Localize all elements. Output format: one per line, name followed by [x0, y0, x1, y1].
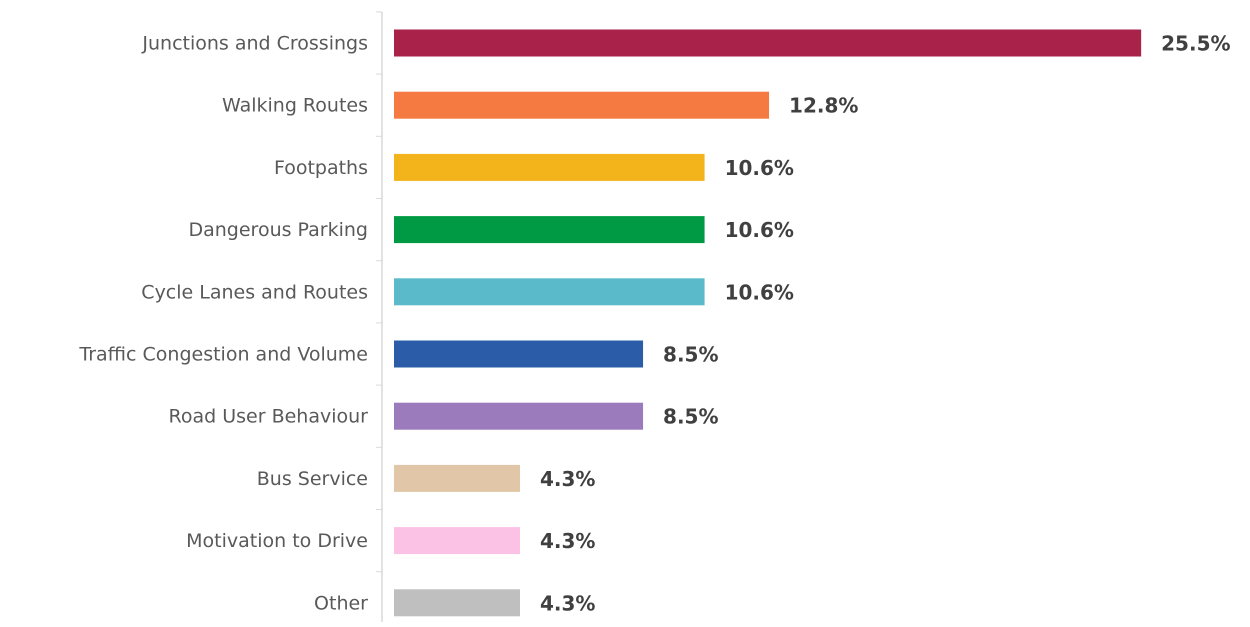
value-label: 8.5% — [663, 343, 718, 367]
bar — [394, 340, 644, 368]
category-label: Traffic Congestion and Volume — [78, 344, 368, 366]
value-label: 4.3% — [540, 467, 595, 491]
category-label: Motivation to Drive — [186, 530, 368, 552]
value-label: 8.5% — [663, 405, 718, 429]
bar — [394, 464, 520, 492]
category-label: Walking Routes — [222, 95, 368, 117]
category-label: Junctions and Crossings — [141, 33, 368, 55]
value-label: 4.3% — [540, 591, 595, 615]
category-label: Other — [314, 592, 368, 614]
category-label: Cycle Lanes and Routes — [141, 281, 368, 303]
value-label: 4.3% — [540, 529, 595, 553]
bar — [394, 527, 520, 555]
value-label: 12.8% — [789, 94, 858, 118]
value-label: 10.6% — [725, 218, 794, 242]
category-label: Bus Service — [257, 468, 368, 490]
value-label: 10.6% — [725, 156, 794, 180]
category-label: Footpaths — [274, 157, 368, 179]
bar — [394, 589, 520, 617]
category-label: Road User Behaviour — [169, 406, 369, 428]
bar — [394, 402, 644, 430]
category-label: Dangerous Parking — [188, 219, 368, 241]
bar — [394, 216, 705, 244]
bar — [394, 91, 770, 119]
value-label: 10.6% — [725, 280, 794, 304]
bar — [394, 153, 705, 181]
value-label: 25.5% — [1161, 32, 1230, 56]
bar — [394, 278, 705, 306]
bar — [394, 29, 1142, 57]
